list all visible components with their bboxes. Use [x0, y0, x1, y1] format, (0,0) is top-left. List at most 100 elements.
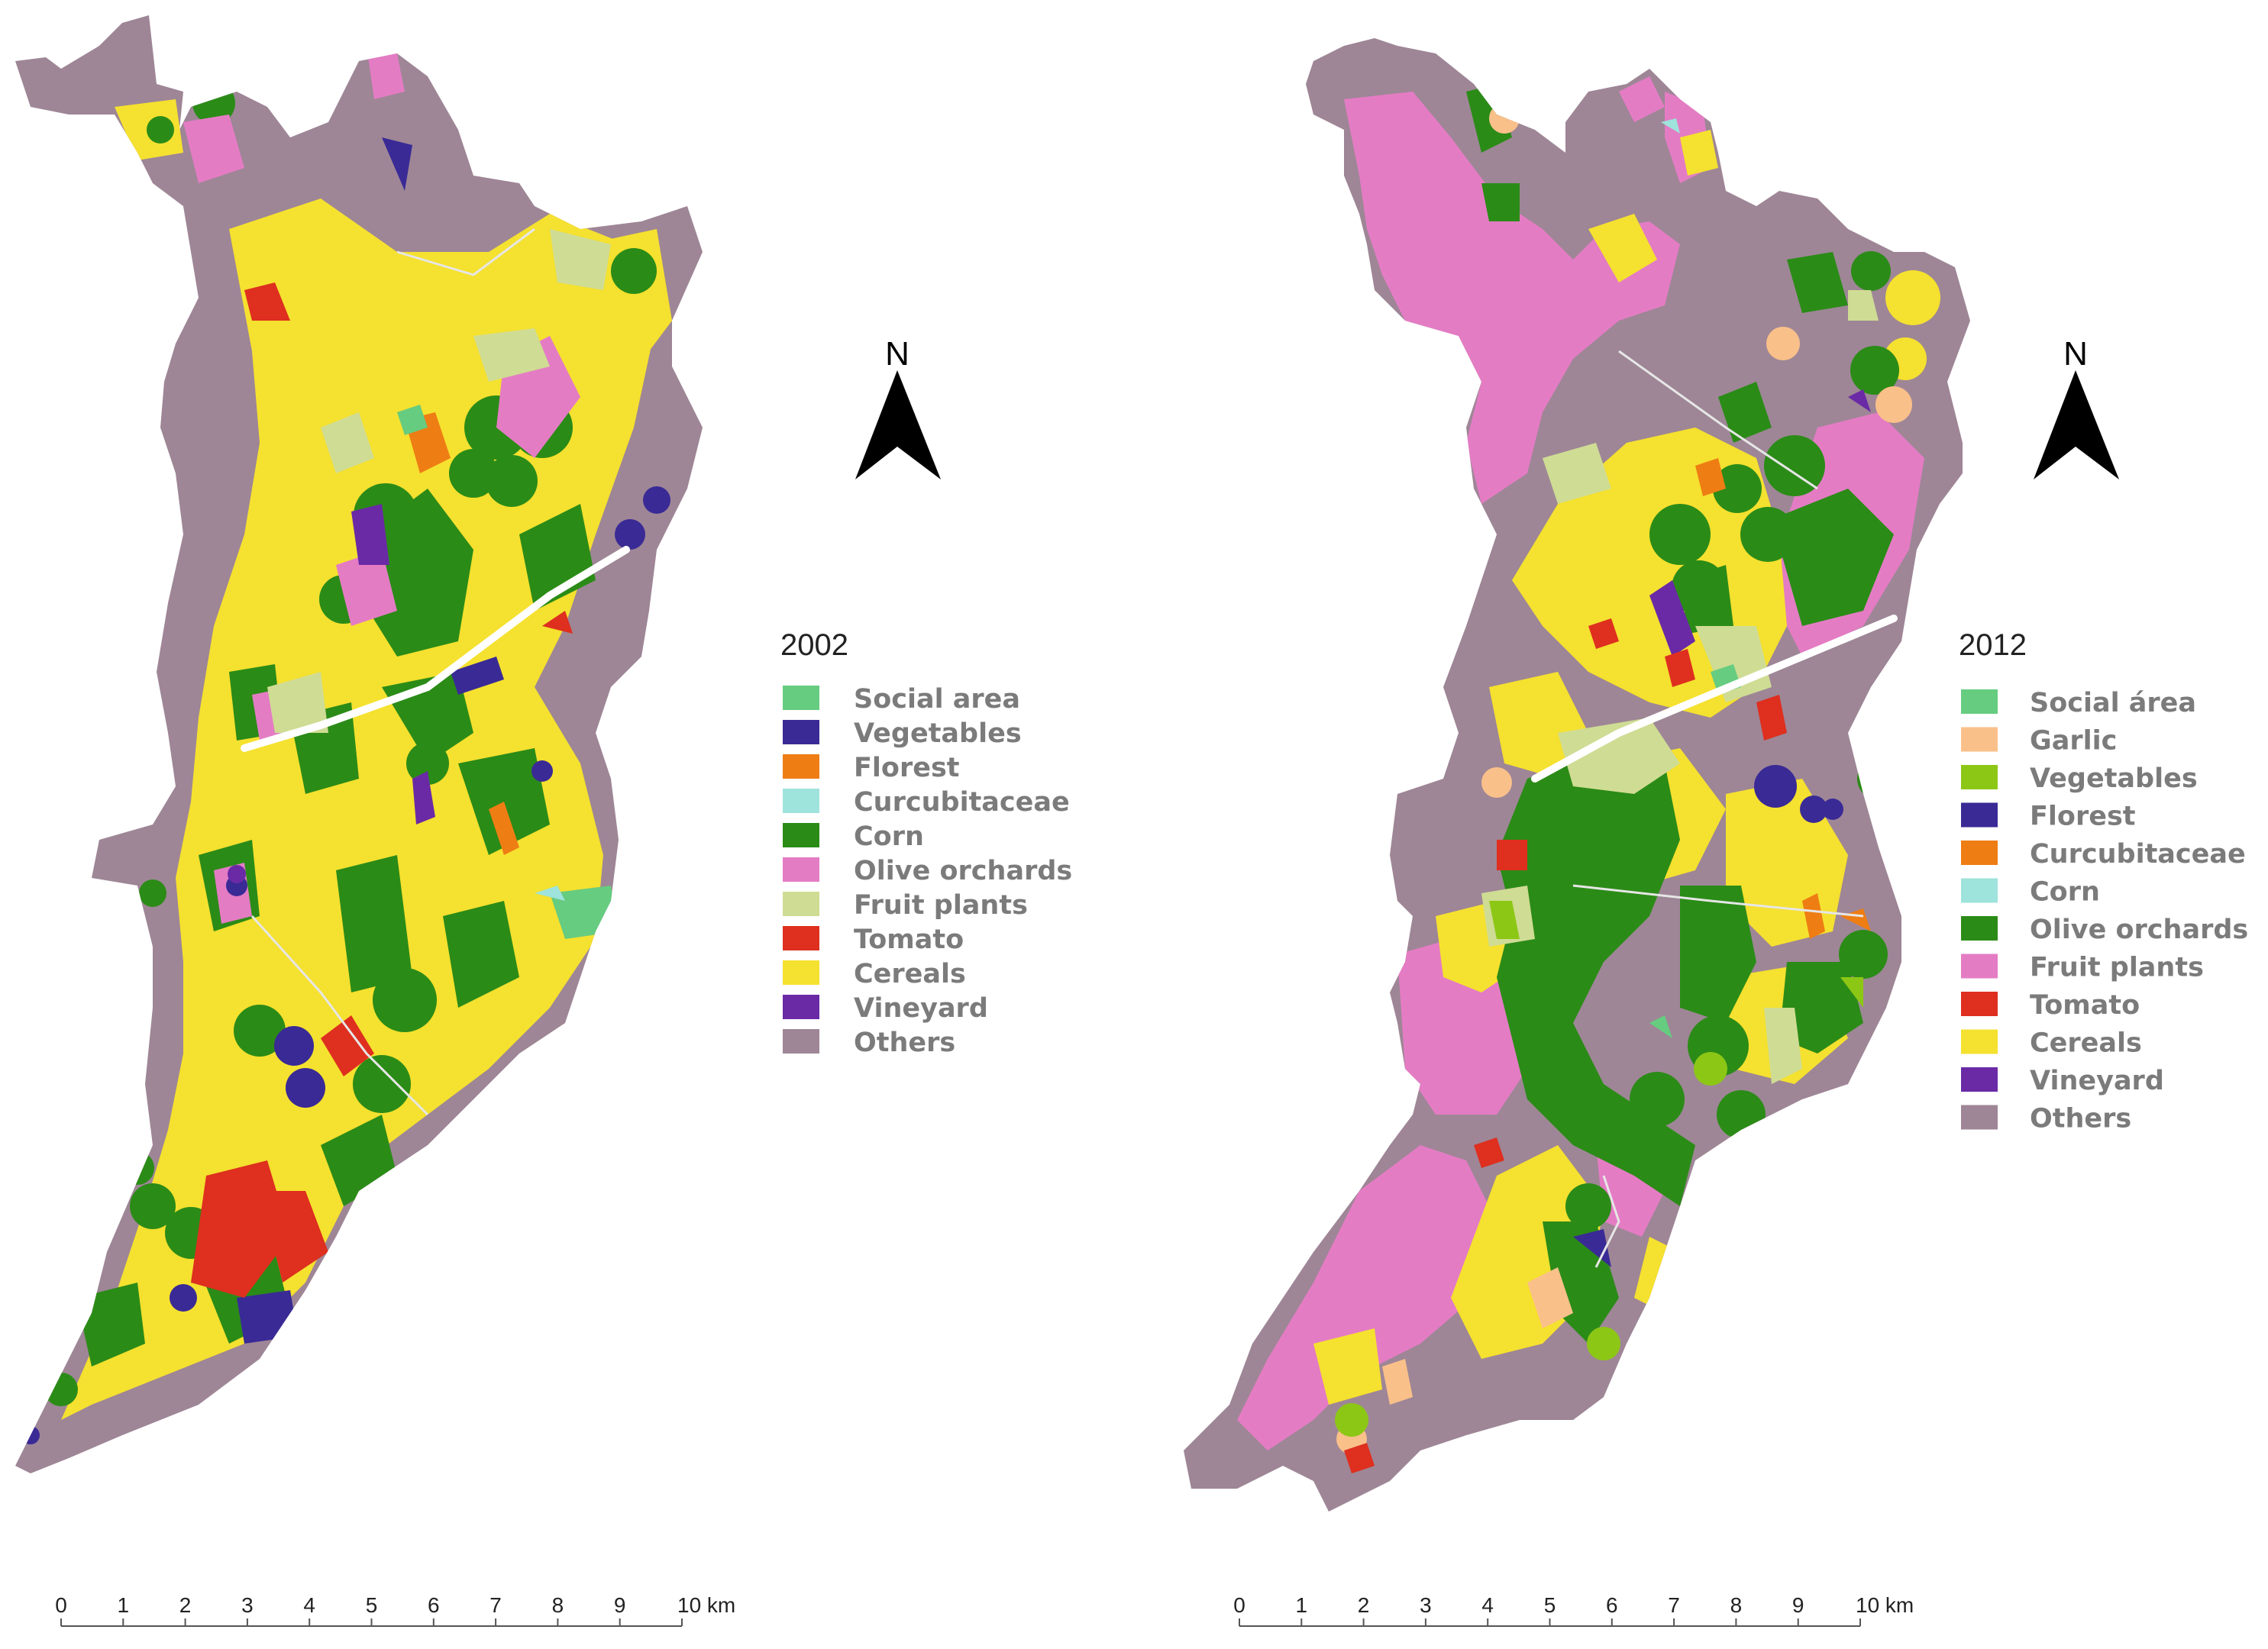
- legend-label: Vegetables: [2030, 763, 2198, 794]
- legend-swatch: [1961, 727, 1998, 752]
- legend-item: Florest: [783, 753, 960, 783]
- legend-label: Florest: [854, 753, 960, 783]
- legend-item: Garlic: [1961, 726, 2117, 757]
- scale-tick-label: 8: [1730, 1593, 1743, 1617]
- legend-label: Cereals: [854, 959, 966, 989]
- scale-tick-label: 8: [552, 1593, 564, 1617]
- legend-item: Tomato: [1961, 990, 2140, 1021]
- legend-label: Corn: [854, 821, 924, 852]
- legend-swatch: [1961, 1067, 1998, 1092]
- legend-item: Vineyard: [783, 993, 988, 1024]
- scale-bar-2002: 0 1 2 3 4 5 6 7 8 9 10 km: [55, 1593, 735, 1627]
- legend-label: Tomato: [2030, 990, 2140, 1021]
- scale-tick-label: 0: [55, 1593, 67, 1617]
- scale-tick-label: 2: [179, 1593, 192, 1617]
- north-arrow: N: [2034, 335, 2119, 479]
- scale-tick-label: 4: [1481, 1593, 1494, 1617]
- legend-item: Corn: [1961, 877, 2100, 908]
- legend-item: Vegetables: [783, 718, 1022, 749]
- scale-tick-label: 10 km: [1856, 1593, 1914, 1617]
- legend-label: Others: [854, 1028, 955, 1058]
- legend-swatch: [1961, 878, 1998, 903]
- legend-swatch: [1961, 954, 1998, 979]
- scale-tick-label: 3: [241, 1593, 254, 1617]
- legend-swatch: [783, 754, 819, 779]
- legend-year: 2002: [780, 628, 848, 662]
- legend-item: Fruit plants: [783, 890, 1028, 921]
- legend-item: Olive orchards: [783, 856, 1072, 886]
- legend-item: Corn: [783, 821, 924, 852]
- legend-item: Fruit plants: [1961, 953, 2204, 983]
- scale-tick-label: 9: [614, 1593, 626, 1617]
- legend-label: Fruit plants: [2030, 953, 2204, 983]
- legend-swatch: [783, 960, 819, 985]
- legend-swatch: [783, 892, 819, 916]
- map-2012-land-parcels: [1237, 76, 1963, 1473]
- legend-label: Tomato: [854, 925, 964, 955]
- legend-item: Cereals: [1961, 1028, 2142, 1059]
- scale-tick-label: 7: [489, 1593, 502, 1617]
- legend-label: Florest: [2030, 802, 2136, 832]
- legend-year: 2012: [1959, 628, 2027, 662]
- legend-label: Vegetables: [854, 718, 1022, 749]
- legend-label: Olive orchards: [854, 856, 1072, 886]
- legend-swatch: [783, 857, 819, 882]
- legend-swatch: [783, 720, 819, 744]
- legend-swatch: [1961, 841, 1998, 865]
- scale-tick-label: 7: [1668, 1593, 1680, 1617]
- legend-swatch: [783, 686, 819, 710]
- legend-label: Curcubitaceae: [854, 787, 1070, 818]
- legend-item: Curcubitaceae: [783, 787, 1070, 818]
- north-label: N: [885, 335, 909, 373]
- legend-label: Social área: [2030, 688, 2196, 718]
- legend-item: Others: [1961, 1104, 2131, 1134]
- scale-tick-label: 5: [366, 1593, 378, 1617]
- legend-swatch: [783, 926, 819, 950]
- legend-swatch: [1961, 992, 1998, 1016]
- legend-swatch: [1961, 1029, 1998, 1054]
- scale-tick-label: 6: [1606, 1593, 1618, 1617]
- legend-label: Vineyard: [854, 993, 988, 1024]
- scale-tick-label: 5: [1544, 1593, 1556, 1617]
- legend-swatch: [1961, 802, 1998, 828]
- scale-tick-label: 9: [1792, 1593, 1804, 1617]
- legend-label: Others: [2030, 1104, 2131, 1134]
- map-2002: [15, 15, 703, 1473]
- legend-swatch: [783, 823, 819, 847]
- scale-tick-label: 1: [118, 1593, 130, 1617]
- scale-tick-label: 4: [303, 1593, 315, 1617]
- legend-swatch: [1961, 765, 1998, 789]
- scale-tick-label: 3: [1420, 1593, 1432, 1617]
- legend-label: Olive orchards: [2030, 915, 2248, 945]
- legend-item: Social area: [783, 684, 1020, 715]
- legend-item: Olive orchards: [1961, 915, 2248, 945]
- legend-item: Florest: [1961, 802, 2136, 832]
- legend-swatch: [783, 995, 819, 1019]
- scale-tick-label: 0: [1233, 1593, 1245, 1617]
- legend-swatch: [783, 789, 819, 813]
- legend-item: Cereals: [783, 959, 966, 989]
- legend-label: Curcubitaceae: [2030, 839, 2246, 870]
- legend-item: Vineyard: [1961, 1066, 2164, 1096]
- legend-label: Corn: [2030, 877, 2100, 908]
- legend-swatch: [1961, 916, 1998, 941]
- legend-2012: 2012 Social área Garlic Vegetables Florest C…: [1959, 628, 2248, 1134]
- legend-swatch: [783, 1029, 819, 1054]
- north-arrow: N: [855, 335, 941, 479]
- legend-label: Fruit plants: [854, 890, 1028, 921]
- legend-label: Cereals: [2030, 1028, 2142, 1059]
- scale-tick-label: 1: [1296, 1593, 1308, 1617]
- scale-bar-2012: 0 1 2 3 4 5 6 7 8 9 10 km: [1233, 1593, 1914, 1627]
- legend-item: Vegetables: [1961, 763, 2198, 794]
- legend-label: Garlic: [2030, 726, 2117, 757]
- map-2012: [1184, 38, 1970, 1512]
- legend-label: Vineyard: [2030, 1066, 2164, 1096]
- legend-label: Social area: [854, 684, 1020, 715]
- scale-tick-label: 6: [428, 1593, 440, 1617]
- legend-item: Social área: [1961, 688, 2196, 718]
- legend-item: Others: [783, 1028, 955, 1058]
- legend-item: Curcubitaceae: [1961, 839, 2246, 870]
- scale-tick-label: 2: [1358, 1593, 1370, 1617]
